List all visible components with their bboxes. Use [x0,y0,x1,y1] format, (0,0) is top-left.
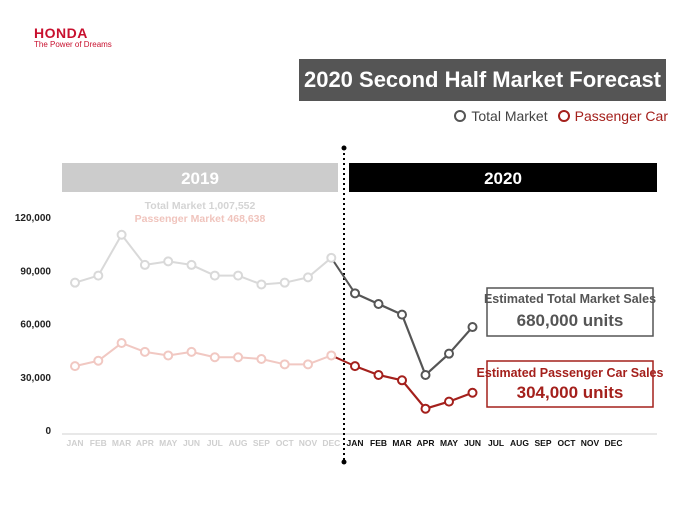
month-label-2020: MAR [392,438,411,448]
data-point-passenger-2019 [139,346,150,357]
data-point-total-2020 [467,322,478,333]
month-label-2019: FEB [90,438,107,448]
data-point-total-2020 [444,348,454,359]
year-2019-bar [62,163,338,192]
y-tick-label: 30,000 [20,373,51,384]
month-label-2020: NOV [581,438,600,448]
data-point-passenger-2020 [420,403,431,414]
month-label-2020: APR [417,438,435,448]
data-point-passenger-2020 [373,369,384,380]
data-point-total-2019 [70,277,80,288]
year-2019-label: 2019 [181,169,219,188]
callout-total-value: 680,000 units [517,311,624,330]
year-2020-label: 2020 [484,169,522,188]
month-label-2019: JAN [66,438,83,448]
data-point-total-2019 [139,259,150,270]
data-point-total-2019 [256,279,267,290]
data-point-passenger-2019 [209,352,220,363]
month-label-2020: SEP [534,438,551,448]
legend-marker-total [454,110,467,122]
legend-marker-passenger [557,110,570,122]
data-point-total-2020 [373,298,384,309]
chart-title: 2020 Second Half Market Forecast [299,59,666,101]
legend-item-total: Total Market [454,108,548,124]
data-point-total-2019 [93,270,104,281]
month-label-2020: JAN [346,438,363,448]
data-point-total-2019 [186,259,197,270]
month-label-2020: OCT [558,438,577,448]
callout-passenger-box [486,360,654,408]
month-label-2019: JUL [207,438,223,448]
data-point-passenger-2020 [467,387,478,398]
data-point-total-2019 [326,252,337,263]
legend-label-passenger: Passenger Car [574,108,668,124]
month-label-2020: FEB [370,438,387,448]
month-label-2020: JUL [488,438,504,448]
y-tick-label: 90,000 [20,266,51,277]
series-line-passenger-2019 [74,342,332,368]
month-label-2019: MAR [112,438,131,448]
legend-label-total: Total Market [471,108,548,124]
legend: Total Market Passenger Car [454,108,668,124]
data-point-passenger-2020 [397,375,407,386]
series-line-passenger-2020 [354,365,473,410]
divider-end-top [341,145,347,151]
data-point-total-2019 [233,270,244,281]
year-2020-bar [349,163,657,192]
y-tick-label: 60,000 [20,320,51,331]
data-point-total-2020 [397,309,407,320]
data-point-passenger-2019 [116,338,127,349]
data-point-total-2019 [116,229,127,240]
connector-total [330,257,356,294]
callout-passenger-label: Estimated Passenger Car Sales [477,366,664,380]
annotation-total-2019: Total Market 1,007,552 [145,200,256,212]
honda-logo: HONDA The Power of Dreams [34,26,112,49]
month-label-2019: NOV [299,438,318,448]
data-point-passenger-2019 [186,346,197,357]
data-point-total-2020 [420,369,431,380]
month-label-2020: JUN [464,438,481,448]
callout-total-box [486,287,654,337]
data-point-passenger-2019 [70,361,80,372]
data-point-passenger-2019 [233,352,244,363]
y-tick-label: 0 [45,426,51,437]
data-point-total-2019 [163,256,174,267]
data-point-total-2020 [350,288,360,299]
month-label-2020: MAY [440,438,458,448]
logo-tagline: The Power of Dreams [34,40,112,49]
callout-total-label: Estimated Total Market Sales [484,292,656,306]
month-label-2019: AUG [229,438,248,448]
month-label-2020: AUG [510,438,529,448]
data-point-passenger-2019 [279,359,290,370]
month-label-2020: DEC [605,438,623,448]
month-label-2019: OCT [276,438,295,448]
month-label-2019: SEP [253,438,270,448]
data-point-total-2019 [209,270,220,281]
legend-item-passenger: Passenger Car [557,108,668,124]
data-point-passenger-2019 [163,350,174,361]
annotation-passenger-2019: Passenger Market 468,638 [135,213,266,225]
month-label-2019: JUN [183,438,200,448]
month-label-2019: MAY [159,438,177,448]
data-point-passenger-2019 [303,359,313,370]
month-label-2019: DEC [322,438,340,448]
series-line-total-2020 [354,292,474,377]
y-tick-label: 120,000 [15,213,52,224]
data-point-passenger-2019 [93,355,104,366]
data-point-passenger-2019 [256,354,267,364]
data-point-total-2019 [279,277,290,288]
callout-passenger-value: 304,000 units [517,383,624,402]
divider-end-bottom [341,459,347,465]
data-point-passenger-2019 [326,350,337,361]
data-point-passenger-2020 [350,361,360,372]
series-line-total-2019 [74,233,332,286]
data-point-passenger-2020 [444,396,454,407]
data-point-total-2019 [303,272,313,283]
month-label-2019: APR [136,438,154,448]
logo-brand: HONDA [34,25,88,41]
